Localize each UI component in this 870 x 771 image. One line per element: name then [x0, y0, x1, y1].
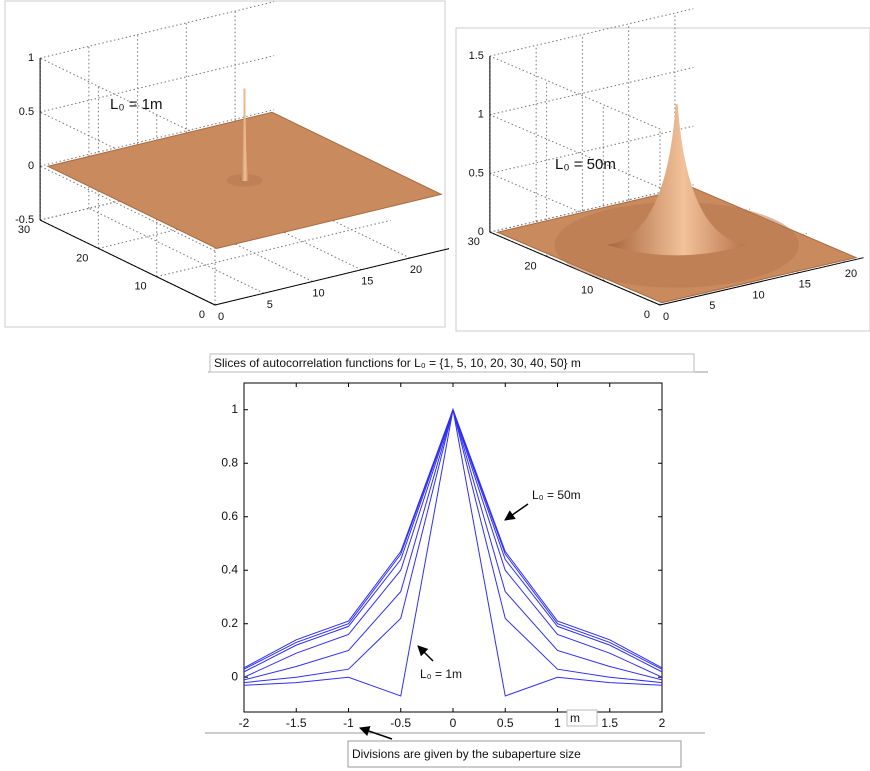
x-tick-label: 5	[267, 299, 273, 311]
z-tick-label: 0.5	[19, 106, 34, 118]
y-tick-label: 0.8	[221, 455, 238, 469]
z-tick-label: 0	[28, 160, 34, 172]
x-tick-label: 20	[845, 268, 857, 280]
y-tick-label: 1	[231, 402, 238, 416]
x-tick-label: -2	[239, 716, 250, 730]
x-tick-label: 15	[361, 276, 373, 288]
xlabel-box	[566, 709, 598, 727]
surface-peak	[606, 104, 747, 256]
x-tick-label: 1	[554, 716, 561, 730]
chart-title: Slices of autocorrelation functions for …	[214, 356, 581, 370]
x-tick-label: -0.5	[390, 716, 411, 730]
y-axis	[39, 219, 216, 306]
panel-frame	[4, 0, 446, 328]
series-line	[243, 408, 663, 669]
x-tick-label: 2	[659, 716, 666, 730]
grid-line	[39, 1, 275, 59]
x-tick-label: 0.5	[497, 716, 514, 730]
panel-frame	[455, 27, 870, 332]
z-tick-label: 1	[478, 109, 484, 121]
y-tick-label: 0.6	[221, 509, 238, 523]
annotation: L₀ = 50m	[555, 156, 616, 173]
x-tick-label: 0	[450, 716, 457, 730]
z-tick-label: 0.5	[469, 167, 484, 179]
x-tick-label: 1.5	[601, 716, 618, 730]
y-axis	[489, 231, 661, 306]
x-tick-label: 15	[799, 279, 811, 291]
grid-line	[489, 172, 661, 247]
x-tick-label: 10	[312, 287, 324, 299]
grid-line	[39, 109, 275, 167]
grid-line	[489, 66, 694, 116]
x-tick-label: 20	[410, 264, 422, 276]
arrow	[417, 645, 434, 662]
z-tick-label: -0.5	[15, 214, 34, 226]
grid-line	[489, 8, 694, 57]
y-tick-label: 0	[231, 669, 238, 683]
x-tick-label: 10	[752, 289, 764, 301]
arrow	[504, 503, 529, 521]
grid-line	[489, 55, 661, 130]
y-tick-label: 20	[76, 252, 88, 264]
x-tick-label: 0	[663, 311, 669, 323]
x-tick-label: -1.5	[286, 716, 307, 730]
annotation: L₀ = 50m	[532, 488, 581, 502]
y-tick-label: 30	[18, 224, 30, 236]
y-tick-label: 10	[581, 285, 593, 297]
arrow	[359, 726, 393, 740]
note-box	[347, 740, 682, 768]
x-tick-label: 0	[218, 311, 224, 323]
grid-line	[88, 207, 264, 294]
x-axis	[214, 248, 450, 306]
grid-line	[489, 184, 694, 233]
line-plot: Slices of autocorrelation functions for …	[205, 353, 708, 768]
x-axis-label: m	[570, 711, 580, 725]
surface-peak	[239, 88, 250, 182]
plot-area	[243, 382, 663, 713]
grid-line	[39, 165, 216, 252]
annotation: L₀ = 1m	[420, 667, 462, 681]
y-tick-label: 30	[468, 236, 480, 248]
y-tick-label: 0	[199, 309, 205, 321]
y-tick-label: 0.4	[221, 562, 238, 576]
z-tick-label: 1	[28, 52, 34, 64]
grid-line	[489, 125, 694, 174]
y-tick-label: 0	[644, 309, 650, 321]
x-tick-label: -1	[343, 716, 354, 730]
y-tick-label: 20	[524, 260, 536, 272]
grid-line	[489, 114, 661, 189]
title-box	[209, 353, 695, 373]
grid-line	[156, 219, 391, 278]
x-tick-label: 5	[709, 300, 715, 312]
z-tick-label: 1.5	[469, 50, 484, 62]
y-tick-label: 0.2	[221, 616, 238, 630]
x-axis	[659, 257, 864, 306]
note: Divisions are given by the subaperture s…	[352, 747, 581, 761]
annotation: L₀ = 1m	[110, 96, 163, 113]
z-tick-label: 0	[478, 226, 484, 238]
y-tick-label: 10	[134, 281, 146, 293]
surface-plot: 0 0.5 1 1.5 0 5 10 15 20 0 10 20 30 L₀ = 50m	[468, 8, 864, 323]
